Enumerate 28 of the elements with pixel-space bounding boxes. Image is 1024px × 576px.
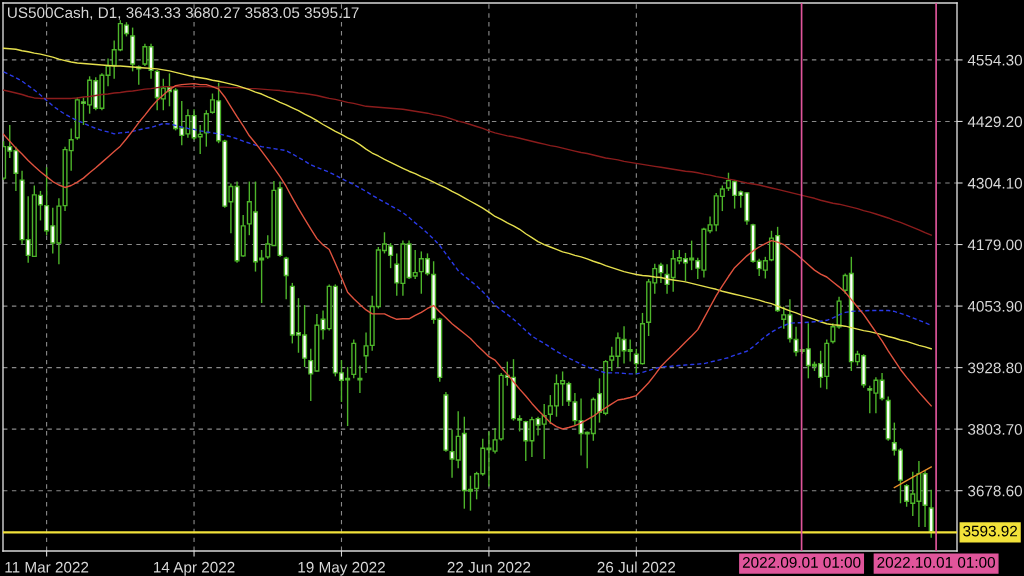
y-tick-label: 3678.60: [968, 485, 1023, 497]
y-tick-label: 3803.70: [968, 424, 1023, 435]
y-tick-label: 4429.20: [967, 116, 1023, 128]
line-series: [3, 85, 932, 236]
x-tick-label: 19 May 2022: [298, 561, 385, 576]
candlestick: [283, 256, 289, 300]
candlestick: [142, 43, 148, 67]
y-tick-label: 4179.00: [967, 239, 1023, 251]
y-tick-label: 4053.90: [967, 300, 1023, 312]
y-tick-label: 4304.10: [967, 177, 1023, 189]
chart-title: US500Cash, D1, 3643.33 3680.27 3583.05 3595.17: [8, 6, 359, 20]
x-tick-label: 22 Jun 2022: [447, 561, 531, 573]
candlestick: [203, 109, 209, 148]
line-series: [893, 466, 932, 489]
x-tick-label: 14 Apr 2022: [154, 561, 235, 576]
candlestick: [830, 322, 836, 345]
y-tick-label: 3928.80: [968, 362, 1023, 374]
candlestick: [879, 372, 885, 402]
candlestick: [105, 57, 111, 87]
candlestick: [357, 364, 363, 394]
x-tick-label: 26 Jul 2022: [597, 561, 676, 573]
candlestick: [928, 489, 934, 539]
text: 2022.10.01 01:00: [877, 556, 995, 568]
x-tick-label: 11 Mar 2022: [5, 561, 89, 573]
ref-line-label: 3593.92: [963, 525, 1018, 537]
candlestick: [148, 43, 154, 80]
y-tick-label: 4554.30: [967, 54, 1023, 66]
text: 2022.09.01 01:00: [742, 556, 861, 568]
